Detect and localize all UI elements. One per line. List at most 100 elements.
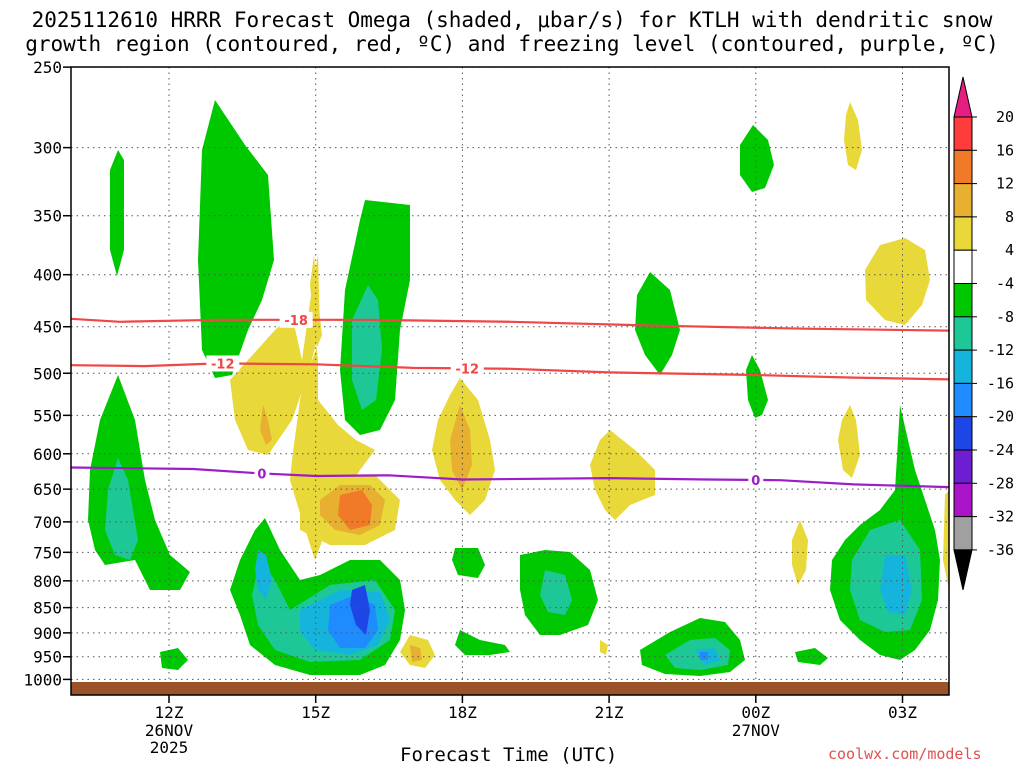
ground-bar: [71, 682, 949, 695]
contour-label-2: -12: [211, 357, 235, 372]
y-tick-label-550: 550: [33, 406, 62, 425]
colorbar-segment-4: [953, 216, 973, 251]
omega-region-5: [260, 405, 272, 445]
y-tick-label-800: 800: [33, 572, 62, 591]
colorbar-label-12: -32: [987, 508, 1014, 526]
omega-region-21: [838, 405, 860, 478]
credit-text: coolwx.com/models: [828, 745, 982, 763]
colorbar-segment-2: [953, 149, 973, 185]
chart-title-line2: growth region (contoured, red, ºC) and f…: [25, 32, 999, 56]
y-tick-label-250: 250: [33, 58, 62, 77]
colorbar-label-11: -28: [987, 474, 1014, 492]
colorbar-label-6: -8: [996, 308, 1014, 326]
contour-label-1: -18: [284, 314, 308, 329]
y-tick-label-500: 500: [33, 364, 62, 383]
colorbar: 20 16 12 8 4 -4 -8 -12 -16 -20 -24 -28 -32 -36: [953, 76, 1014, 591]
contour-label-bg-3: [450, 360, 484, 377]
contour-label-5: 0: [751, 474, 760, 489]
x-tick-date-24: 27NOV: [732, 721, 781, 740]
y-tick-label-600: 600: [33, 445, 62, 464]
y-tick-label-700: 700: [33, 513, 62, 532]
contour-label-bg-5: [748, 471, 764, 488]
omega-region-15: [590, 430, 655, 520]
colorbar-top-arrow: [953, 76, 973, 118]
contour-label-4: 0: [257, 467, 266, 482]
y-axis: 250 300 350 400 450 500 550 600 650 700 750 800 850 9…: [23, 58, 71, 689]
contour-3: [71, 466, 949, 489]
y-tick-label-300: 300: [33, 139, 62, 158]
omega-region-39: [600, 640, 608, 655]
x-tick-label-21: 21Z: [595, 703, 624, 722]
y-tick-label-450: 450: [33, 318, 62, 337]
omega-region-35: [452, 548, 485, 578]
contour-label-bg-4: [254, 465, 270, 482]
omega-region-32: [255, 550, 272, 600]
omega-region-16: [635, 272, 680, 375]
omega-region-12: [105, 458, 138, 560]
colorbar-label-1: 16: [996, 141, 1014, 159]
chart-title-line1: 2025112610 HRRR Forecast Omega (shaded, …: [31, 8, 993, 32]
omega-region-7: [352, 285, 382, 410]
omega-region-17: [740, 125, 774, 192]
omega-region-25: [880, 555, 912, 615]
x-axis-label: Forecast Time (UTC): [400, 744, 618, 766]
colorbar-label-0: 20: [996, 108, 1014, 126]
colorbar-segment-11: [953, 449, 973, 484]
omega-region-45: [795, 648, 828, 665]
y-tick-label-900: 900: [33, 624, 62, 643]
omega-region-26: [943, 490, 949, 590]
x-tick-label-18: 18Z: [448, 703, 477, 722]
contour-2: [71, 362, 949, 381]
omega-shading: [88, 100, 949, 676]
colorbar-segment-5: [953, 249, 973, 284]
omega-region-43: [700, 652, 708, 660]
omega-region-3: [230, 255, 320, 455]
colorbar-label-10: -24: [987, 441, 1014, 459]
omega-region-44: [160, 648, 188, 670]
contour-lines: -18 -12 -12 0 0: [71, 311, 949, 489]
omega-region-10: [338, 490, 372, 530]
colorbar-label-3: 8: [1005, 208, 1014, 226]
colorbar-label-7: -12: [987, 341, 1014, 359]
omega-region-11: [88, 375, 190, 590]
omega-region-34: [540, 570, 572, 615]
omega-region-19: [844, 102, 862, 170]
y-tick-label-1000: 1000: [23, 670, 62, 689]
colorbar-label-4: 4: [1005, 241, 1014, 259]
x-tick-year-12: 2025: [150, 738, 189, 757]
plot-frame: [70, 66, 950, 696]
omega-region-38: [410, 645, 422, 662]
omega-region-22: [792, 520, 808, 585]
x-tick-label-12: 12Z: [155, 703, 184, 722]
x-tick-label-27: 03Z: [888, 703, 917, 722]
colorbar-label-8: -16: [987, 374, 1014, 392]
colorbar-label-5: -4: [996, 275, 1014, 293]
y-tick-label-750: 750: [33, 543, 62, 562]
contour-label-3: -12: [456, 362, 480, 377]
contour-label-bg-2: [206, 355, 240, 372]
contour-1: [71, 317, 949, 332]
colorbar-segment-8: [953, 349, 973, 384]
omega-region-20: [865, 238, 930, 325]
colorbar-segment-1: [953, 116, 973, 151]
x-tick-label-15: 15Z: [301, 703, 330, 722]
y-tick-label-850: 850: [33, 599, 62, 618]
colorbar-segment-13: [953, 516, 973, 551]
omega-region-31: [350, 585, 370, 635]
omega-region-4: [290, 255, 375, 560]
omega-region-1: [110, 150, 124, 276]
colorbar-segment-10: [953, 416, 973, 451]
colorbar-segment-3: [953, 183, 973, 218]
colorbar-segment-6: [953, 283, 973, 318]
colorbar-segment-7: [953, 316, 973, 351]
y-tick-label-350: 350: [33, 207, 62, 226]
x-tick-date-12: 26NOV: [145, 721, 194, 740]
omega-region-18: [746, 355, 768, 418]
omega-region-2: [198, 100, 274, 378]
y-tick-label-400: 400: [33, 266, 62, 285]
colorbar-label-13: -36: [987, 541, 1014, 559]
contour-label-bg-1: [279, 311, 313, 328]
y-tick-label-650: 650: [33, 480, 62, 499]
